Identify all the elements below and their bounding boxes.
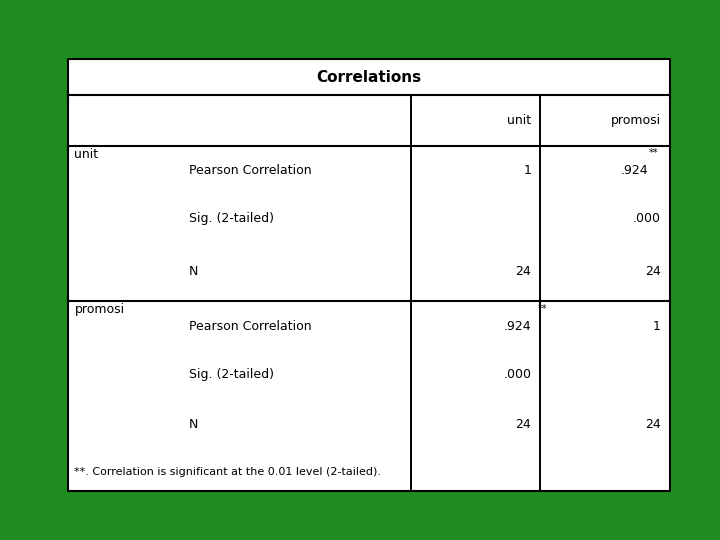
Text: 1: 1 [653, 320, 660, 333]
Text: .000: .000 [503, 368, 531, 381]
Text: promosi: promosi [611, 114, 660, 127]
Text: N: N [189, 418, 198, 431]
Text: .924: .924 [621, 164, 649, 177]
Text: 24: 24 [516, 418, 531, 431]
Text: Correlations: Correlations [316, 70, 422, 85]
Text: unit: unit [74, 148, 99, 161]
Text: Pearson Correlation: Pearson Correlation [189, 164, 311, 177]
Text: Sig. (2-tailed): Sig. (2-tailed) [189, 212, 274, 225]
Text: unit: unit [507, 114, 531, 127]
Text: N: N [189, 265, 198, 278]
Text: .924: .924 [504, 320, 531, 333]
Text: .000: .000 [633, 212, 660, 225]
FancyBboxPatch shape [68, 59, 670, 491]
Text: **. Correlation is significant at the 0.01 level (2-tailed).: **. Correlation is significant at the 0.… [74, 467, 382, 477]
Text: 24: 24 [645, 265, 660, 278]
Text: **: ** [537, 304, 546, 314]
Text: Pearson Correlation: Pearson Correlation [189, 320, 311, 333]
Text: promosi: promosi [74, 303, 125, 316]
Text: 24: 24 [645, 418, 660, 431]
Text: Sig. (2-tailed): Sig. (2-tailed) [189, 368, 274, 381]
Text: 24: 24 [516, 265, 531, 278]
Text: 1: 1 [523, 164, 531, 177]
Text: **: ** [649, 148, 658, 158]
